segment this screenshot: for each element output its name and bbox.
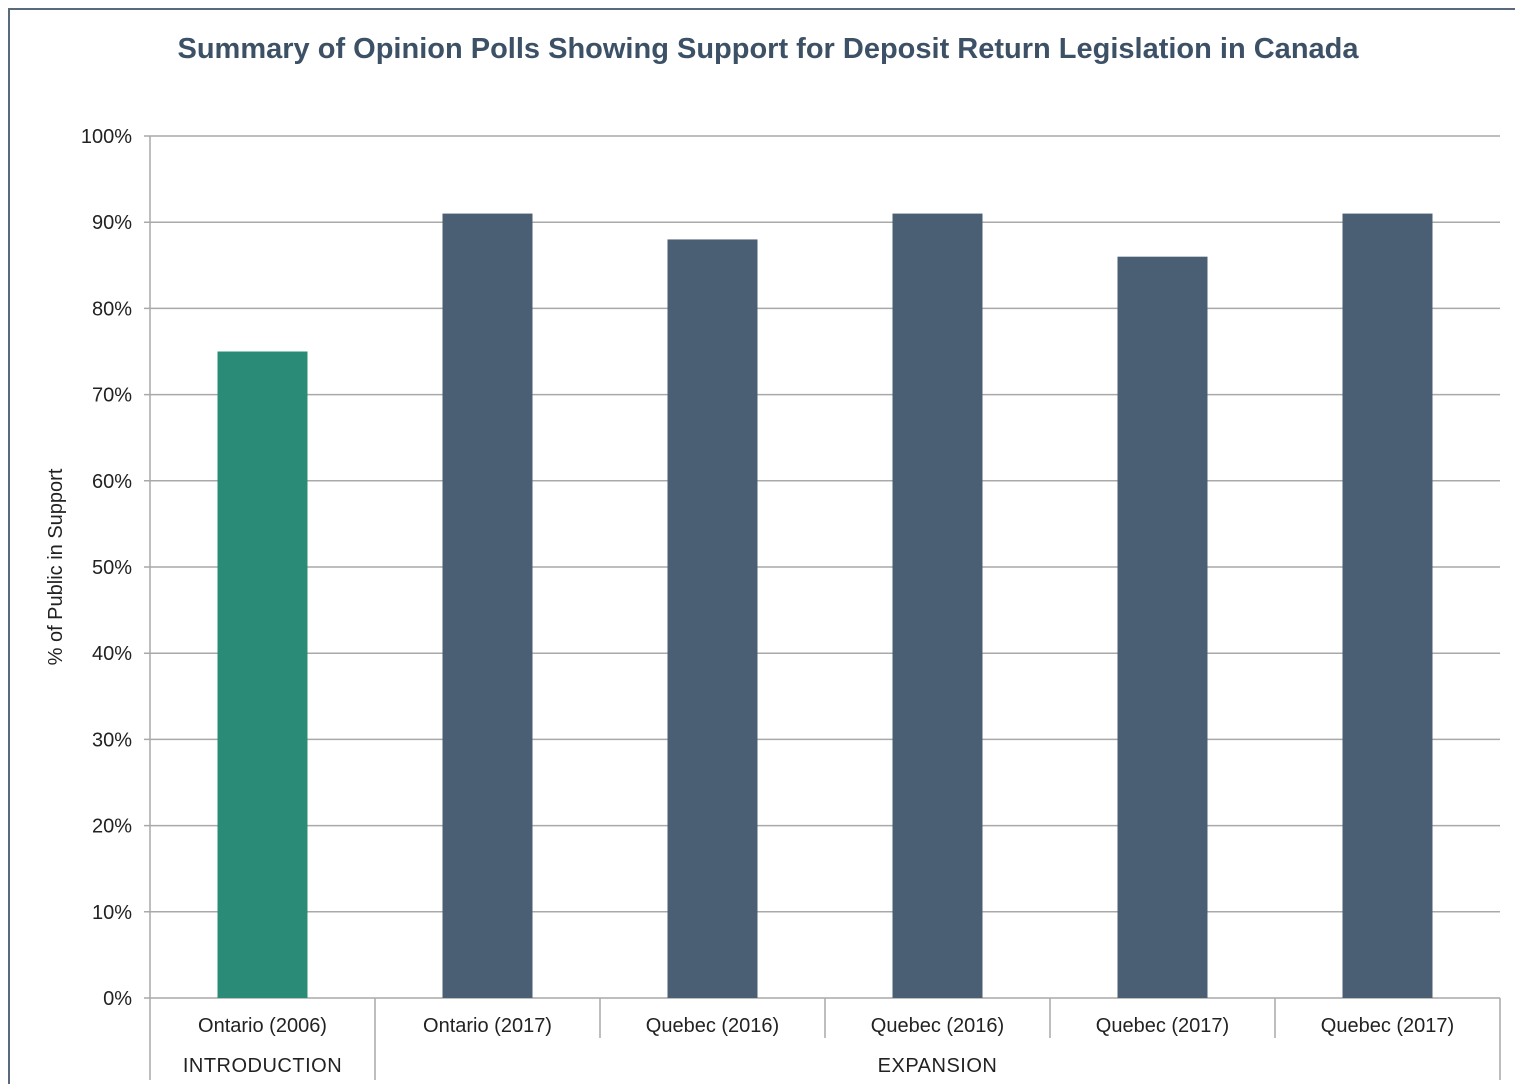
chart-frame [8,8,1515,1084]
bar [1117,256,1208,998]
bar [892,213,983,998]
y-tick-label: 80% [92,298,132,320]
y-tick-label: 0% [103,988,132,1010]
y-tick-label: 40% [92,643,132,665]
y-axis-label: % of Public in Support [45,468,67,665]
x-group-label: EXPANSION [878,1055,998,1077]
x-category-label: Quebec (2017) [1096,1015,1229,1037]
y-tick-label: 60% [92,471,132,493]
y-tick-label: 70% [92,385,132,407]
bar [667,239,758,998]
x-category-label: Quebec (2016) [646,1015,779,1037]
y-tick-label: 100% [81,126,132,148]
y-tick-label: 90% [92,212,132,234]
y-tick-label: 20% [92,816,132,838]
bar [442,213,533,998]
x-category-label: Ontario (2017) [423,1015,552,1037]
chart-title: Summary of Opinion Polls Showing Support… [177,33,1359,65]
y-tick-label: 50% [92,557,132,579]
bar [1342,213,1433,998]
x-category-label: Quebec (2017) [1321,1015,1454,1037]
x-category-label: Quebec (2016) [871,1015,1004,1037]
y-tick-label: 10% [92,902,132,924]
x-group-label: INTRODUCTION [183,1055,342,1077]
y-tick-label: 30% [92,729,132,751]
bar [217,351,308,998]
x-category-label: Ontario (2006) [198,1015,327,1037]
